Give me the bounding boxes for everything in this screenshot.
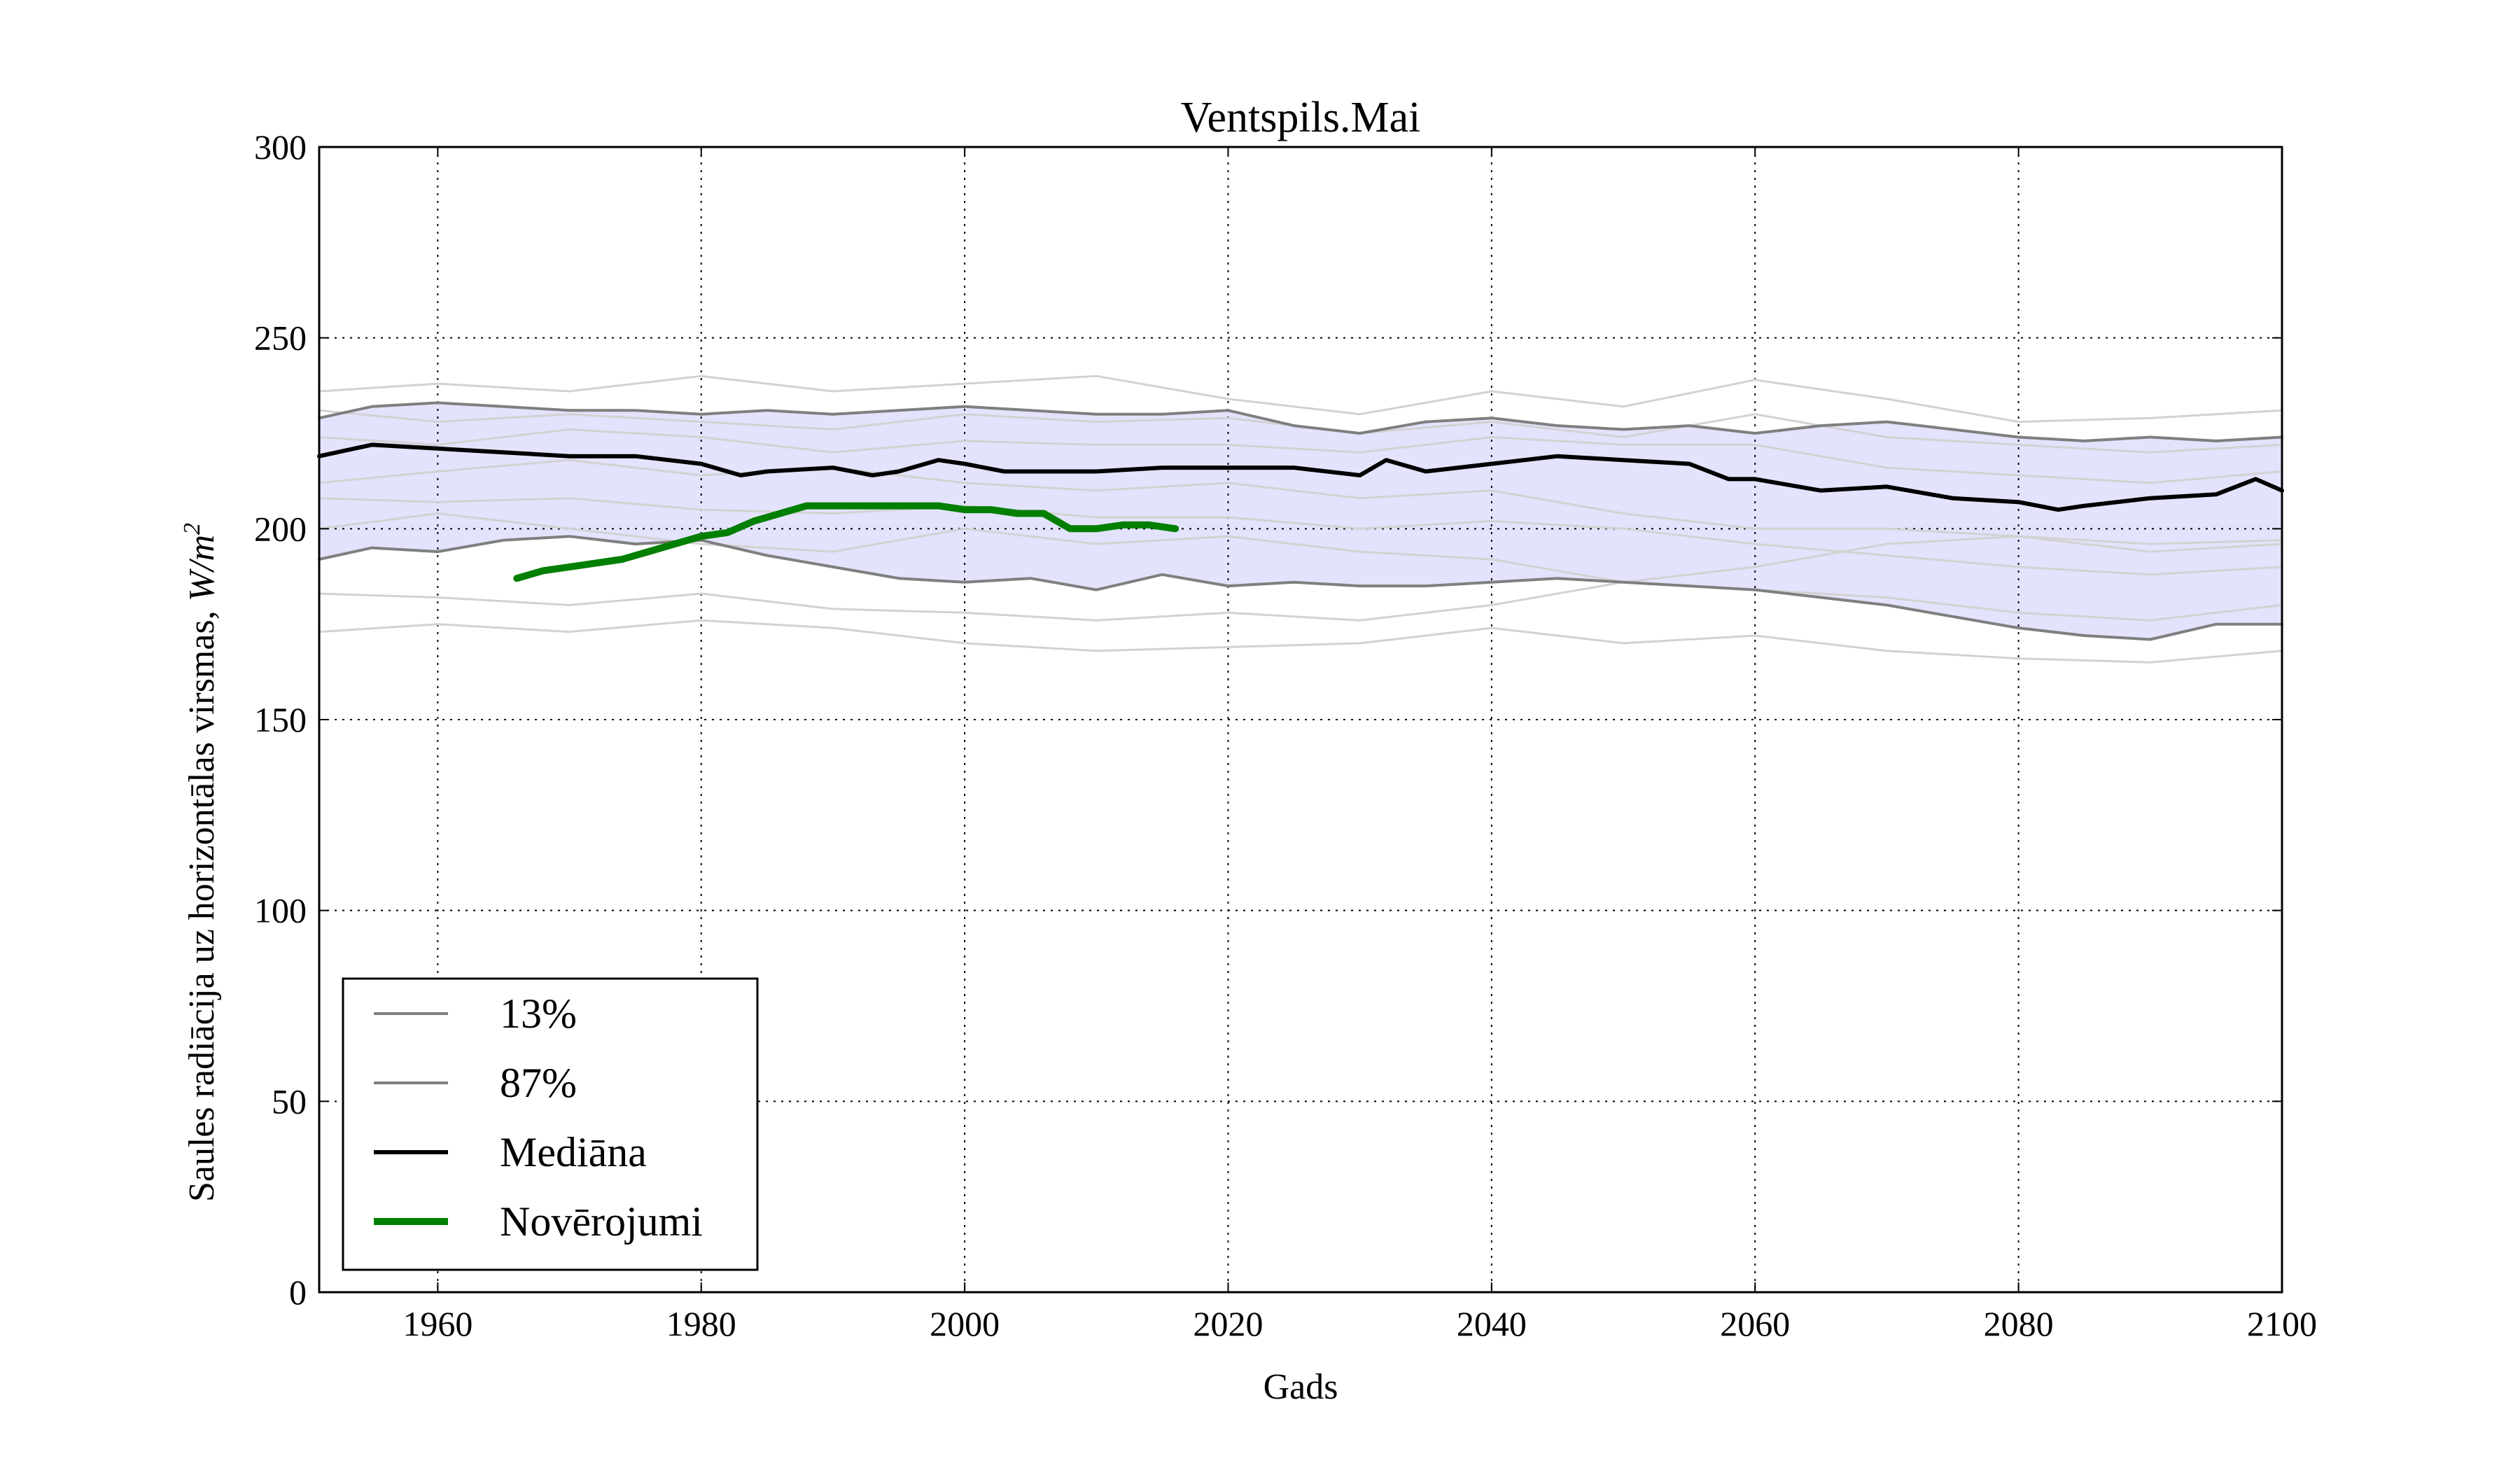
x-tick-label: 1980: [666, 1304, 736, 1343]
y-tick-label: 100: [254, 891, 307, 930]
axis-ticks: 1960 1980 2000 2020 2040 2060 2080 2100 0 50 100 15…: [254, 127, 2317, 1343]
y-tick-label: 250: [254, 318, 307, 358]
data-series: [317, 374, 2284, 664]
series-line-p13: [318, 535, 2283, 641]
y-axis-unit-exponent: 2: [179, 523, 205, 535]
x-tick-label: 2000: [930, 1304, 1000, 1343]
x-tick-label: 2060: [1720, 1304, 1790, 1343]
x-tick-label: 1960: [402, 1304, 472, 1343]
ensemble-member-line: [318, 458, 2283, 545]
y-tick-label: 150: [254, 700, 307, 739]
x-tick-label: 2020: [1193, 1304, 1263, 1343]
legend-label: Mediāna: [500, 1129, 647, 1175]
y-tick-label: 0: [289, 1273, 307, 1312]
chart-title: Ventspils.Mai: [1181, 94, 1421, 141]
percentile-band: [319, 402, 2282, 640]
plot-area: [319, 402, 2282, 640]
y-axis-unit: W/m: [182, 535, 222, 601]
ensemble-member-line: [318, 619, 2283, 664]
ensemble-member-line: [318, 512, 2283, 622]
y-tick-label: 300: [254, 127, 307, 167]
legend: 13% 87% Mediāna Novērojumi: [342, 977, 759, 1271]
y-tick-label: 50: [272, 1082, 307, 1121]
legend-label: 13%: [500, 990, 577, 1037]
x-tick-label: 2040: [1457, 1304, 1527, 1343]
ensemble-member-line: [318, 428, 2283, 484]
series-line-obs: [513, 502, 1180, 582]
x-tick-label: 2080: [1984, 1304, 2054, 1343]
series-line-p87: [318, 401, 2283, 442]
legend-label: 87%: [500, 1060, 577, 1106]
y-tick-label: 200: [254, 509, 307, 548]
x-tick-label: 2100: [2247, 1304, 2317, 1343]
legend-label: Novērojumi: [500, 1198, 703, 1245]
series-line-median: [317, 442, 2284, 512]
y-axis-title: Saules radiācija uz horizontālas virsmas…: [179, 523, 222, 1202]
ensemble-member-line: [318, 535, 2283, 622]
y-axis-title-text: Saules radiācija uz horizontālas virsmas…: [182, 601, 222, 1202]
ensemble-member-line: [318, 497, 2283, 576]
ensemble-member-line: [318, 374, 2283, 424]
x-axis-title: Gads: [1264, 1367, 1338, 1407]
